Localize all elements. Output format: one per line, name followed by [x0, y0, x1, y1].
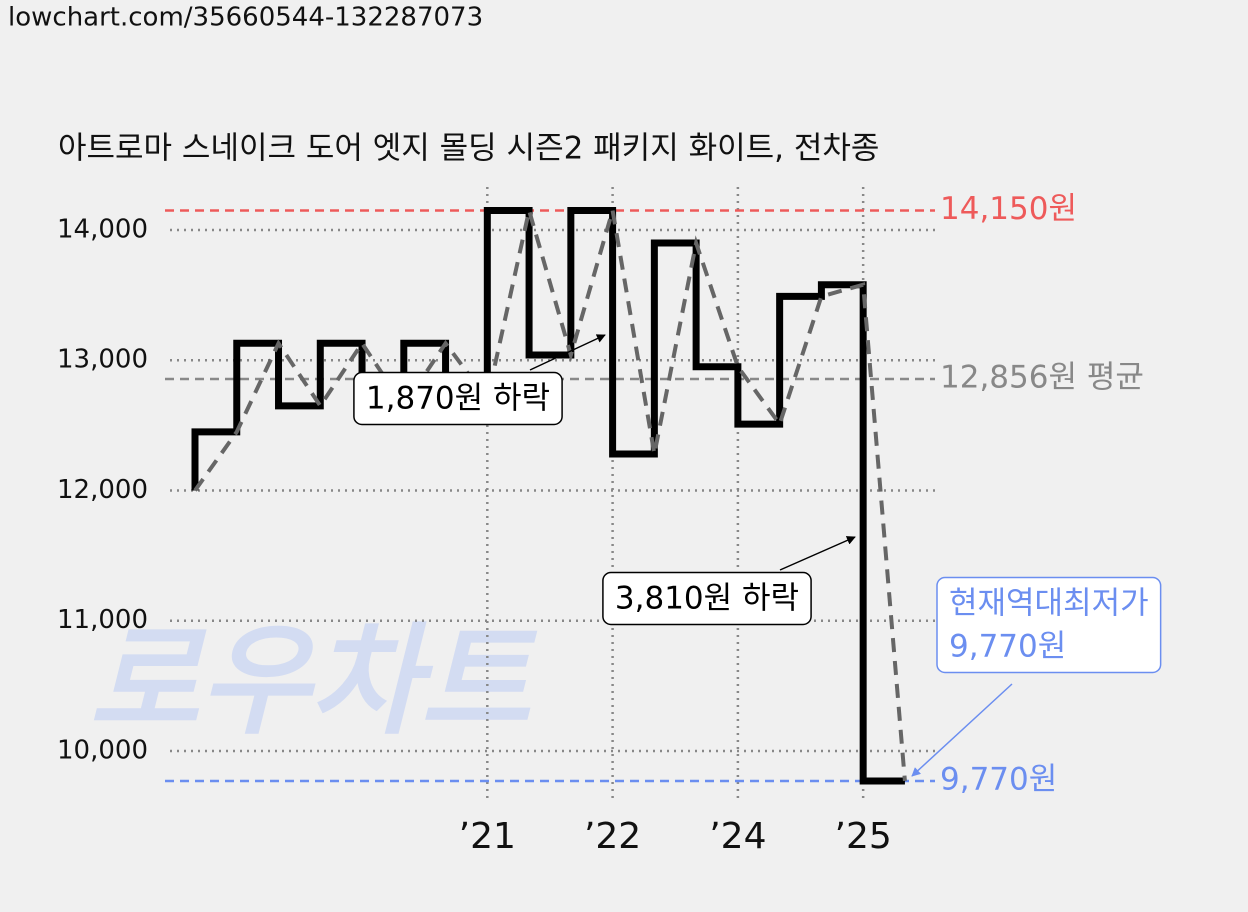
- x-tick-label: ’22: [584, 816, 641, 857]
- chart-title: 아트로마 스네이크 도어 엣지 몰딩 시즌2 패키지 화이트, 전차종: [58, 131, 879, 167]
- annotation-text: 9,770원: [949, 629, 1066, 665]
- annotation-text: 현재역대최저가: [949, 586, 1149, 622]
- header-url: lowchart.com/35660544-132287073: [8, 3, 483, 33]
- y-tick-label: 10,000: [57, 736, 148, 766]
- annotation-text: 3,810원 하락: [615, 581, 799, 617]
- reference-label: 9,770원: [940, 761, 1057, 797]
- trend-line: [193, 209, 907, 782]
- y-tick-label: 14,000: [57, 214, 148, 244]
- x-tick-label: ’21: [459, 816, 516, 857]
- annotation-box: [353, 371, 563, 426]
- annotation: 3,810원 하락: [602, 536, 856, 626]
- watermark: 로우차트: [89, 613, 537, 752]
- annotation: 1,870원 하락: [353, 334, 606, 426]
- y-tick-label: 11,000: [57, 605, 148, 635]
- reference-label: 14,150원: [940, 191, 1077, 227]
- annotation: 현재역대최저가 9,770원: [911, 576, 1162, 777]
- annotation-arrow: [911, 683, 1013, 777]
- x-tick-label: ’25: [835, 816, 892, 857]
- annotation-arrow: [779, 536, 856, 571]
- annotation-arrow: [529, 334, 606, 371]
- annotation-box: [936, 576, 1162, 674]
- annotation-text: 1,870원 하락: [366, 381, 550, 417]
- annotation-box: [602, 571, 812, 626]
- reference-label: 12,856원 평균: [940, 359, 1144, 395]
- y-tick-label: 13,000: [57, 345, 148, 375]
- x-tick-label: ’24: [709, 816, 766, 857]
- y-tick-label: 12,000: [57, 475, 148, 505]
- price-line: [191, 206, 905, 785]
